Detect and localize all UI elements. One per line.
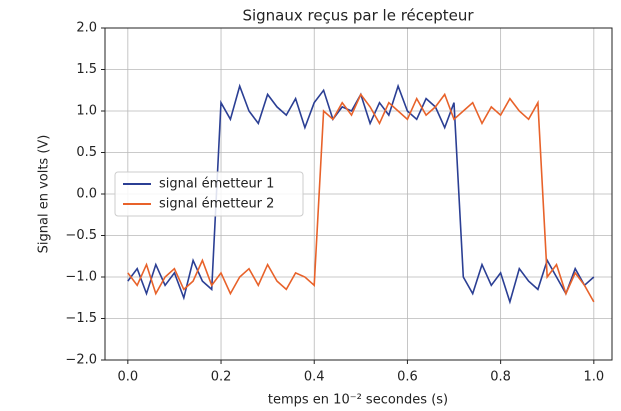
y-tick-label: −0.5 [65,228,97,243]
x-axis-label: temps en 10⁻² secondes (s) [268,393,448,408]
y-tick-label: −1.5 [65,311,97,326]
x-tick-label: 1.0 [583,370,604,385]
legend-label: signal émetteur 1 [159,177,274,192]
x-tick-label: 0.4 [304,370,325,385]
x-tick-label: 0.8 [490,370,511,385]
y-tick-label: 2.0 [76,21,97,36]
y-tick-label: 0.0 [76,187,97,202]
chart-title: Signaux reçus par le récepteur [242,7,474,25]
legend-label: signal émetteur 2 [159,197,274,212]
y-tick-label: 1.5 [76,62,97,77]
y-tick-label: 1.0 [76,104,97,119]
x-tick-label: 0.6 [397,370,418,385]
y-axis-label: Signal en volts (V) [37,135,52,254]
plot-frame [104,27,613,361]
legend: signal émetteur 1 signal émetteur 2 [114,171,304,217]
legend-box [114,171,304,217]
series-line [127,92,595,303]
y-tick-label: −2.0 [65,353,97,368]
x-tick-label: 0.2 [211,370,232,385]
y-tick-label: 0.5 [76,145,97,160]
y-tick-label: −1.0 [65,270,97,285]
x-tick-label: 0.0 [117,370,138,385]
